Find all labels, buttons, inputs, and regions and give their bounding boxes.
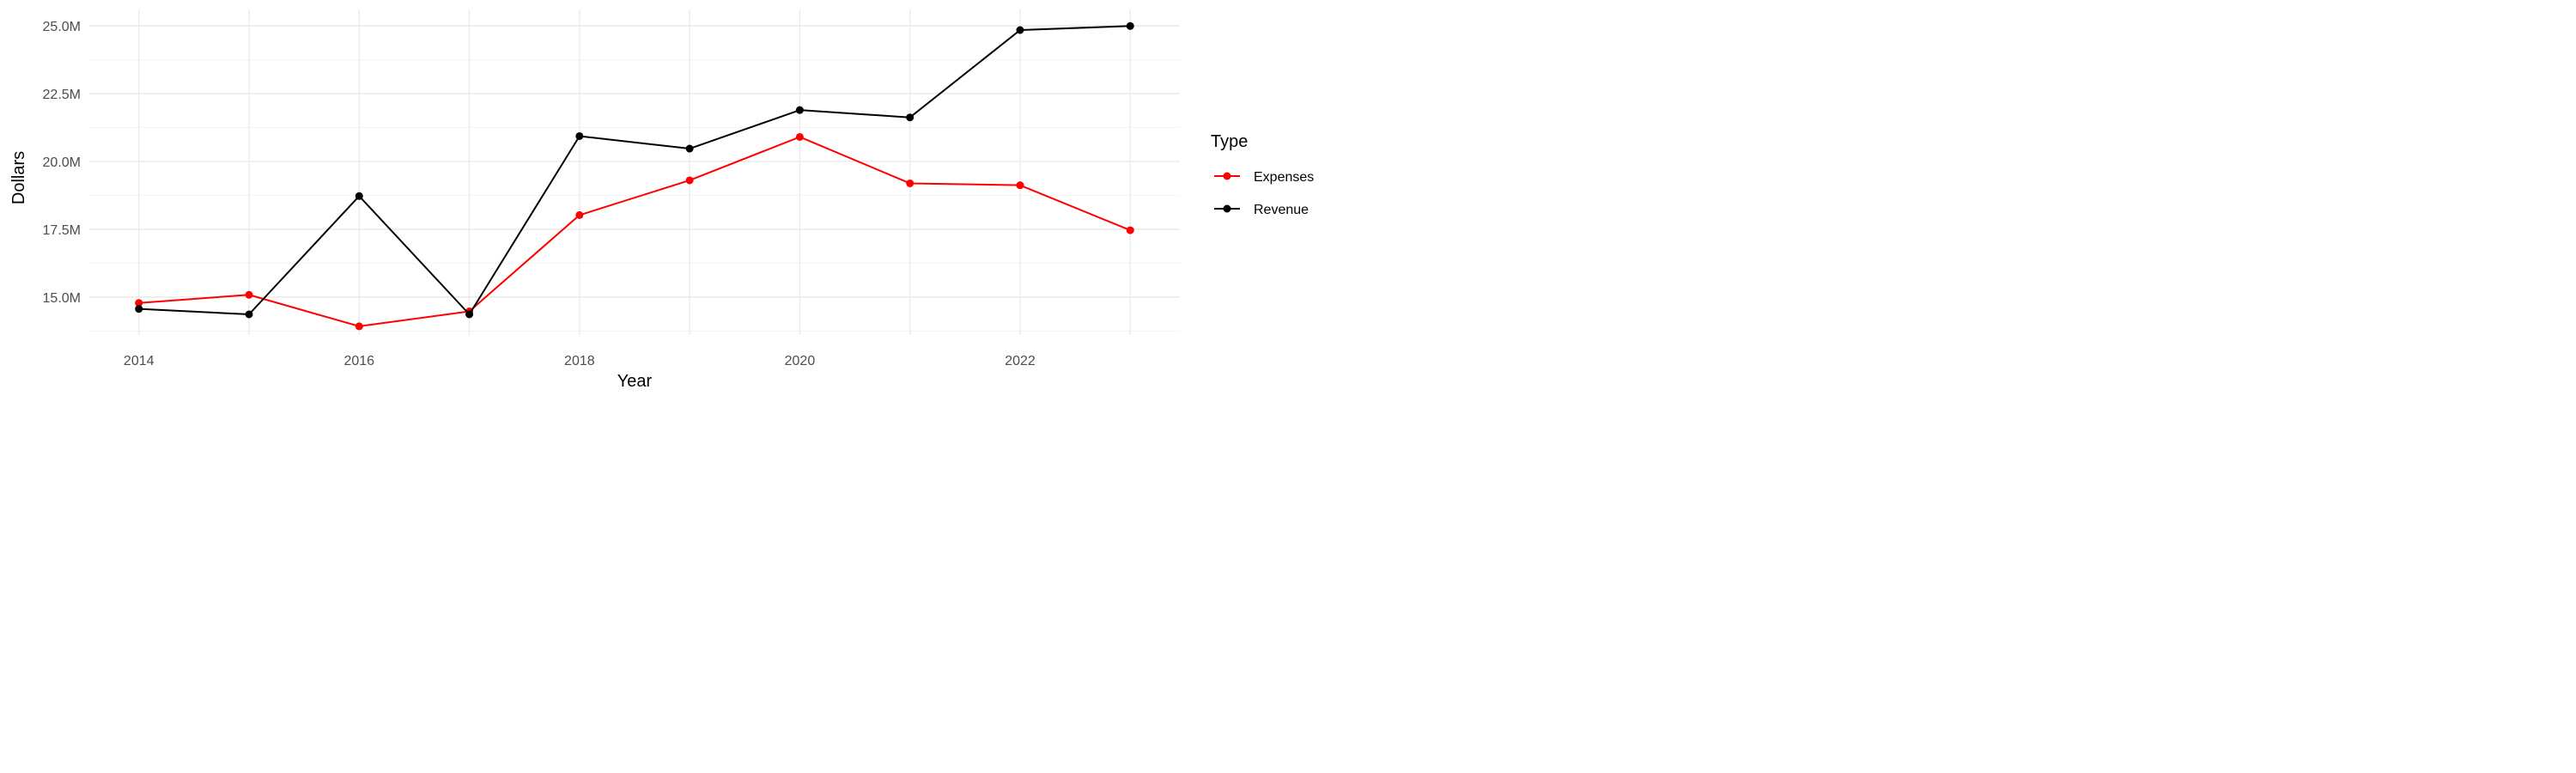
y-tick-label: 25.0M [43,20,81,34]
data-point [906,113,914,122]
data-point [575,131,584,140]
data-point [795,106,804,114]
data-point [1016,26,1024,34]
y-axis-tick-labels: 15.0M 17.5M 20.0M 22.5M 25.0M [43,20,81,306]
legend-marker [1223,172,1231,180]
data-point [135,299,143,307]
legend-item: Revenue [1214,203,1309,217]
data-point [135,305,143,313]
data-point [1016,181,1024,190]
x-tick-label: 2022 [1005,354,1036,368]
data-point [245,310,253,319]
data-point [685,144,694,153]
legend-title: Type [1211,132,1248,151]
y-axis-title: Dollars [9,151,28,204]
major-gridlines [89,9,1180,335]
data-point [795,132,804,141]
y-tick-label: 22.5M [43,88,81,102]
series-line [138,25,1131,315]
minor-gridlines [89,58,1180,332]
data-point [1126,226,1134,234]
data-point [355,322,363,331]
legend-item: Expenses [1214,170,1314,185]
data-point [906,179,914,187]
series-revenue [135,21,1134,319]
series-layer [135,21,1134,331]
legend-items: Expenses Revenue [1214,170,1314,217]
data-point [1126,21,1134,30]
data-point [245,290,253,299]
series-line [138,136,1131,327]
legend-label: Revenue [1254,203,1309,217]
x-tick-label: 2016 [343,354,374,368]
legend-marker [1223,204,1231,213]
series-expenses [135,132,1134,331]
x-tick-label: 2020 [785,354,816,368]
x-tick-label: 2018 [564,354,595,368]
data-point [685,176,694,185]
y-tick-label: 15.0M [43,291,81,306]
y-tick-label: 17.5M [43,223,81,238]
data-point [575,210,584,219]
data-point [465,310,474,319]
data-point [355,192,363,200]
y-tick-label: 20.0M [43,155,81,170]
legend: Type Expenses Revenue [1211,132,1314,217]
legend-label: Expenses [1254,170,1314,185]
x-axis-title: Year [617,372,653,391]
x-axis-tick-labels: 2014 2016 2018 2020 2022 [124,354,1036,368]
x-tick-label: 2014 [124,354,155,368]
